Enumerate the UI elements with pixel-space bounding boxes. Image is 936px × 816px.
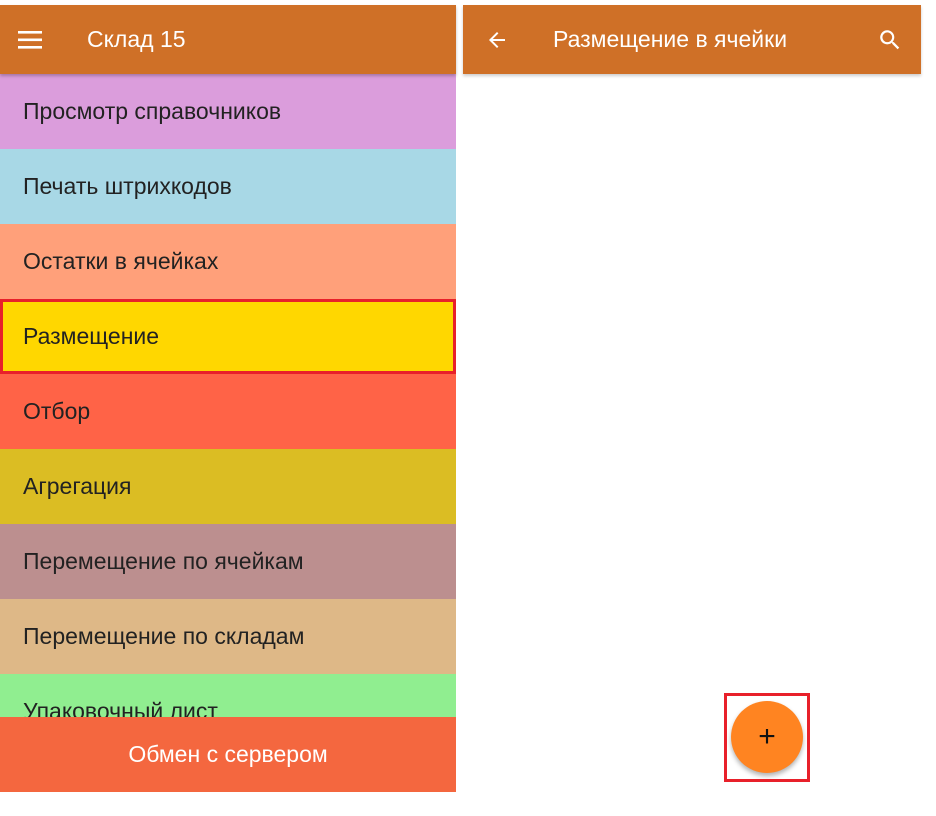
menu-item-label: Отбор (23, 398, 91, 424)
left-screen: Склад 15 Просмотр справочников Печать штр… (0, 0, 456, 792)
menu-item[interactable]: Упаковочный лист (0, 674, 456, 717)
menu-item-label: Перемещение по ячейкам (23, 548, 304, 574)
menu-item-label: Перемещение по складам (23, 623, 305, 649)
menu-item[interactable]: Просмотр справочников (0, 74, 456, 149)
exchange-server-button[interactable]: Обмен с сервером (0, 717, 456, 792)
plus-icon: + (758, 720, 776, 753)
doc-app-bar: Размещение в ячейки (463, 5, 921, 74)
menu-item[interactable]: Размещение (0, 299, 456, 374)
arrow-left-icon[interactable] (485, 28, 509, 52)
search-icon[interactable] (877, 27, 903, 53)
menu-item-label: Остатки в ячейках (23, 248, 219, 274)
hamburger-icon[interactable] (18, 30, 44, 50)
app-bar: Склад 15 (0, 5, 456, 74)
menu-item[interactable]: Агрегация (0, 449, 456, 524)
app-title: Склад 15 (87, 26, 186, 52)
add-fab-button[interactable]: + (731, 701, 803, 773)
menu-item[interactable]: Остатки в ячейках (0, 224, 456, 299)
menu-item-label: Печать штрихкодов (23, 173, 232, 199)
menu-item-label: Просмотр справочников (23, 98, 282, 124)
menu-item[interactable]: Перемещение по складам (0, 599, 456, 674)
menu-list[interactable]: Просмотр справочников Печать штрихкодов Ос… (0, 74, 456, 717)
highlight-frame (724, 693, 810, 782)
menu-item-label: Упаковочный лист (23, 698, 218, 717)
screen-title: Размещение в ячейки (553, 26, 788, 52)
menu-item[interactable]: Отбор (0, 374, 456, 449)
menu-item-label: Размещение (23, 323, 160, 349)
menu-item[interactable]: Перемещение по ячейкам (0, 524, 456, 599)
menu-item-label: Агрегация (23, 473, 132, 499)
menu-item[interactable]: Печать штрихкодов (0, 149, 456, 224)
